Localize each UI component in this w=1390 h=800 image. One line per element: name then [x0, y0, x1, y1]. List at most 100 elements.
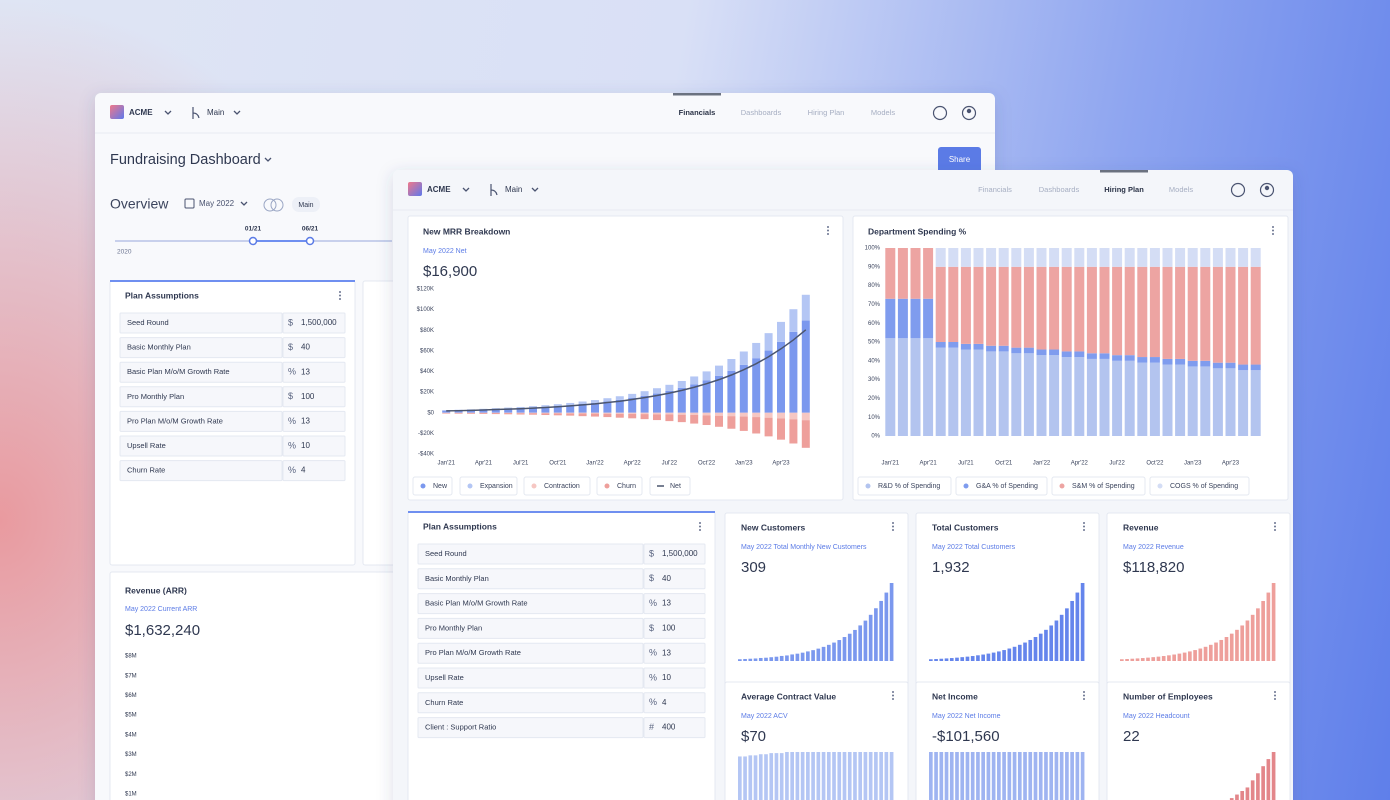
assumption-value[interactable]: 10 [301, 441, 310, 450]
legend-label[interactable]: S&M % of Spending [1072, 483, 1135, 490]
legend-label[interactable]: New [433, 483, 448, 490]
assumption-name: Pro Plan M/o/M Growth Rate [127, 416, 223, 425]
menu-icon[interactable] [1274, 522, 1276, 524]
menu-icon[interactable] [699, 522, 701, 524]
menu-icon[interactable] [339, 291, 341, 293]
card-value: $118,820 [1123, 559, 1184, 576]
menu-icon[interactable] [699, 525, 701, 528]
menu-icon[interactable] [1272, 229, 1274, 232]
menu-icon[interactable] [892, 698, 894, 700]
menu-icon[interactable] [1083, 694, 1085, 697]
assumption-value[interactable]: 100 [301, 392, 315, 401]
menu-icon[interactable] [1274, 525, 1276, 528]
help-icon[interactable] [1230, 182, 1246, 198]
scenario-name[interactable]: Main [298, 202, 313, 209]
bar-segment [467, 410, 475, 413]
legend-label[interactable]: Churn [617, 483, 636, 490]
user-icon[interactable] [1259, 182, 1275, 198]
card-title: Net Income [932, 691, 978, 701]
chevron [233, 110, 241, 115]
menu-icon[interactable] [827, 233, 829, 235]
menu-icon[interactable] [827, 229, 829, 232]
menu-icon[interactable] [1274, 698, 1276, 700]
assumption-value[interactable]: 40 [662, 574, 671, 583]
legend-label[interactable]: Expansion [480, 483, 513, 490]
menu-icon[interactable] [1083, 698, 1085, 700]
mini-bar [1120, 659, 1124, 661]
nav-tab[interactable]: Models [871, 108, 895, 117]
bar-segment [702, 371, 711, 381]
menu-icon[interactable] [1274, 694, 1276, 697]
nav-tab[interactable]: Financials [679, 108, 716, 117]
assumption-value[interactable]: 1,500,000 [662, 549, 698, 558]
assumption-value[interactable]: 1,500,000 [301, 318, 337, 327]
nav-tab[interactable]: Hiring Plan [808, 108, 845, 117]
share-label[interactable]: Share [949, 155, 971, 164]
assumption-value[interactable]: 40 [301, 343, 310, 352]
card-value: -$101,560 [932, 728, 1000, 745]
card-value: 309 [741, 559, 766, 576]
branch-name[interactable]: Main [505, 185, 522, 194]
legend-label[interactable]: G&A % of Spending [976, 483, 1038, 490]
mini-bar [1012, 646, 1017, 661]
card-subtitle: May 2022 Net [423, 248, 467, 255]
nav-tab[interactable]: Models [1169, 185, 1193, 194]
bar-segment [578, 412, 587, 414]
y-tick-label: 20% [868, 396, 881, 402]
share-button[interactable] [938, 147, 981, 173]
menu-icon[interactable] [1272, 233, 1274, 235]
menu-icon[interactable] [1274, 691, 1276, 693]
user-icon[interactable] [961, 105, 977, 121]
mini-bar [800, 652, 805, 661]
card-subtitle: May 2022 Total Customers [932, 544, 1016, 551]
nav-tab[interactable]: Dashboards [741, 108, 782, 117]
legend-label[interactable]: R&D % of Spending [878, 483, 940, 490]
menu-icon[interactable] [1083, 691, 1085, 693]
assumption-value[interactable]: 400 [662, 723, 676, 732]
bar-segment [1175, 248, 1186, 267]
assumption-value[interactable]: 10 [662, 673, 671, 682]
timeline-handle[interactable] [248, 236, 258, 246]
legend-chip [596, 476, 643, 496]
timeline-handle[interactable] [305, 236, 315, 246]
bar-segment [1137, 357, 1148, 363]
menu-icon[interactable] [699, 529, 701, 531]
menu-icon[interactable] [827, 226, 829, 228]
menu-icon[interactable] [892, 694, 894, 697]
menu-icon[interactable] [339, 294, 341, 297]
bar-segment [998, 266, 1009, 346]
assumption-value[interactable]: 13 [662, 648, 671, 657]
branch-icon [192, 107, 200, 119]
unit-symbol: % [288, 465, 296, 475]
bar-segment [752, 417, 761, 434]
menu-icon[interactable] [1272, 226, 1274, 228]
legend-label[interactable]: Contraction [544, 483, 580, 490]
menu-icon[interactable] [892, 522, 894, 524]
assumption-value[interactable]: 13 [301, 417, 310, 426]
menu-icon[interactable] [339, 298, 341, 300]
legend-swatch [1157, 483, 1163, 489]
assumption-value[interactable]: 4 [662, 698, 667, 707]
legend-label[interactable]: COGS % of Spending [1170, 483, 1238, 490]
menu-icon[interactable] [1274, 529, 1276, 531]
assumption-value[interactable]: 13 [662, 599, 671, 608]
nav-tab[interactable]: Dashboards [1039, 185, 1080, 194]
row-value-cell [643, 667, 706, 689]
branch-name[interactable]: Main [207, 108, 224, 117]
legend-label[interactable]: Net [670, 483, 681, 490]
card-title: New Customers [741, 522, 806, 532]
nav-tab[interactable]: Financials [978, 185, 1012, 194]
date-picker[interactable]: May 2022 [199, 199, 235, 208]
menu-icon[interactable] [892, 525, 894, 528]
assumption-value[interactable]: 4 [301, 466, 306, 475]
menu-icon[interactable] [1083, 529, 1085, 531]
nav-tab[interactable]: Hiring Plan [1104, 185, 1144, 194]
menu-icon[interactable] [892, 691, 894, 693]
x-tick-label: Jan'21 [882, 461, 900, 467]
assumption-value[interactable]: 100 [662, 624, 676, 633]
menu-icon[interactable] [1083, 522, 1085, 524]
help-icon[interactable] [932, 105, 948, 121]
menu-icon[interactable] [1083, 525, 1085, 528]
assumption-value[interactable]: 13 [301, 367, 310, 376]
menu-icon[interactable] [892, 529, 894, 531]
